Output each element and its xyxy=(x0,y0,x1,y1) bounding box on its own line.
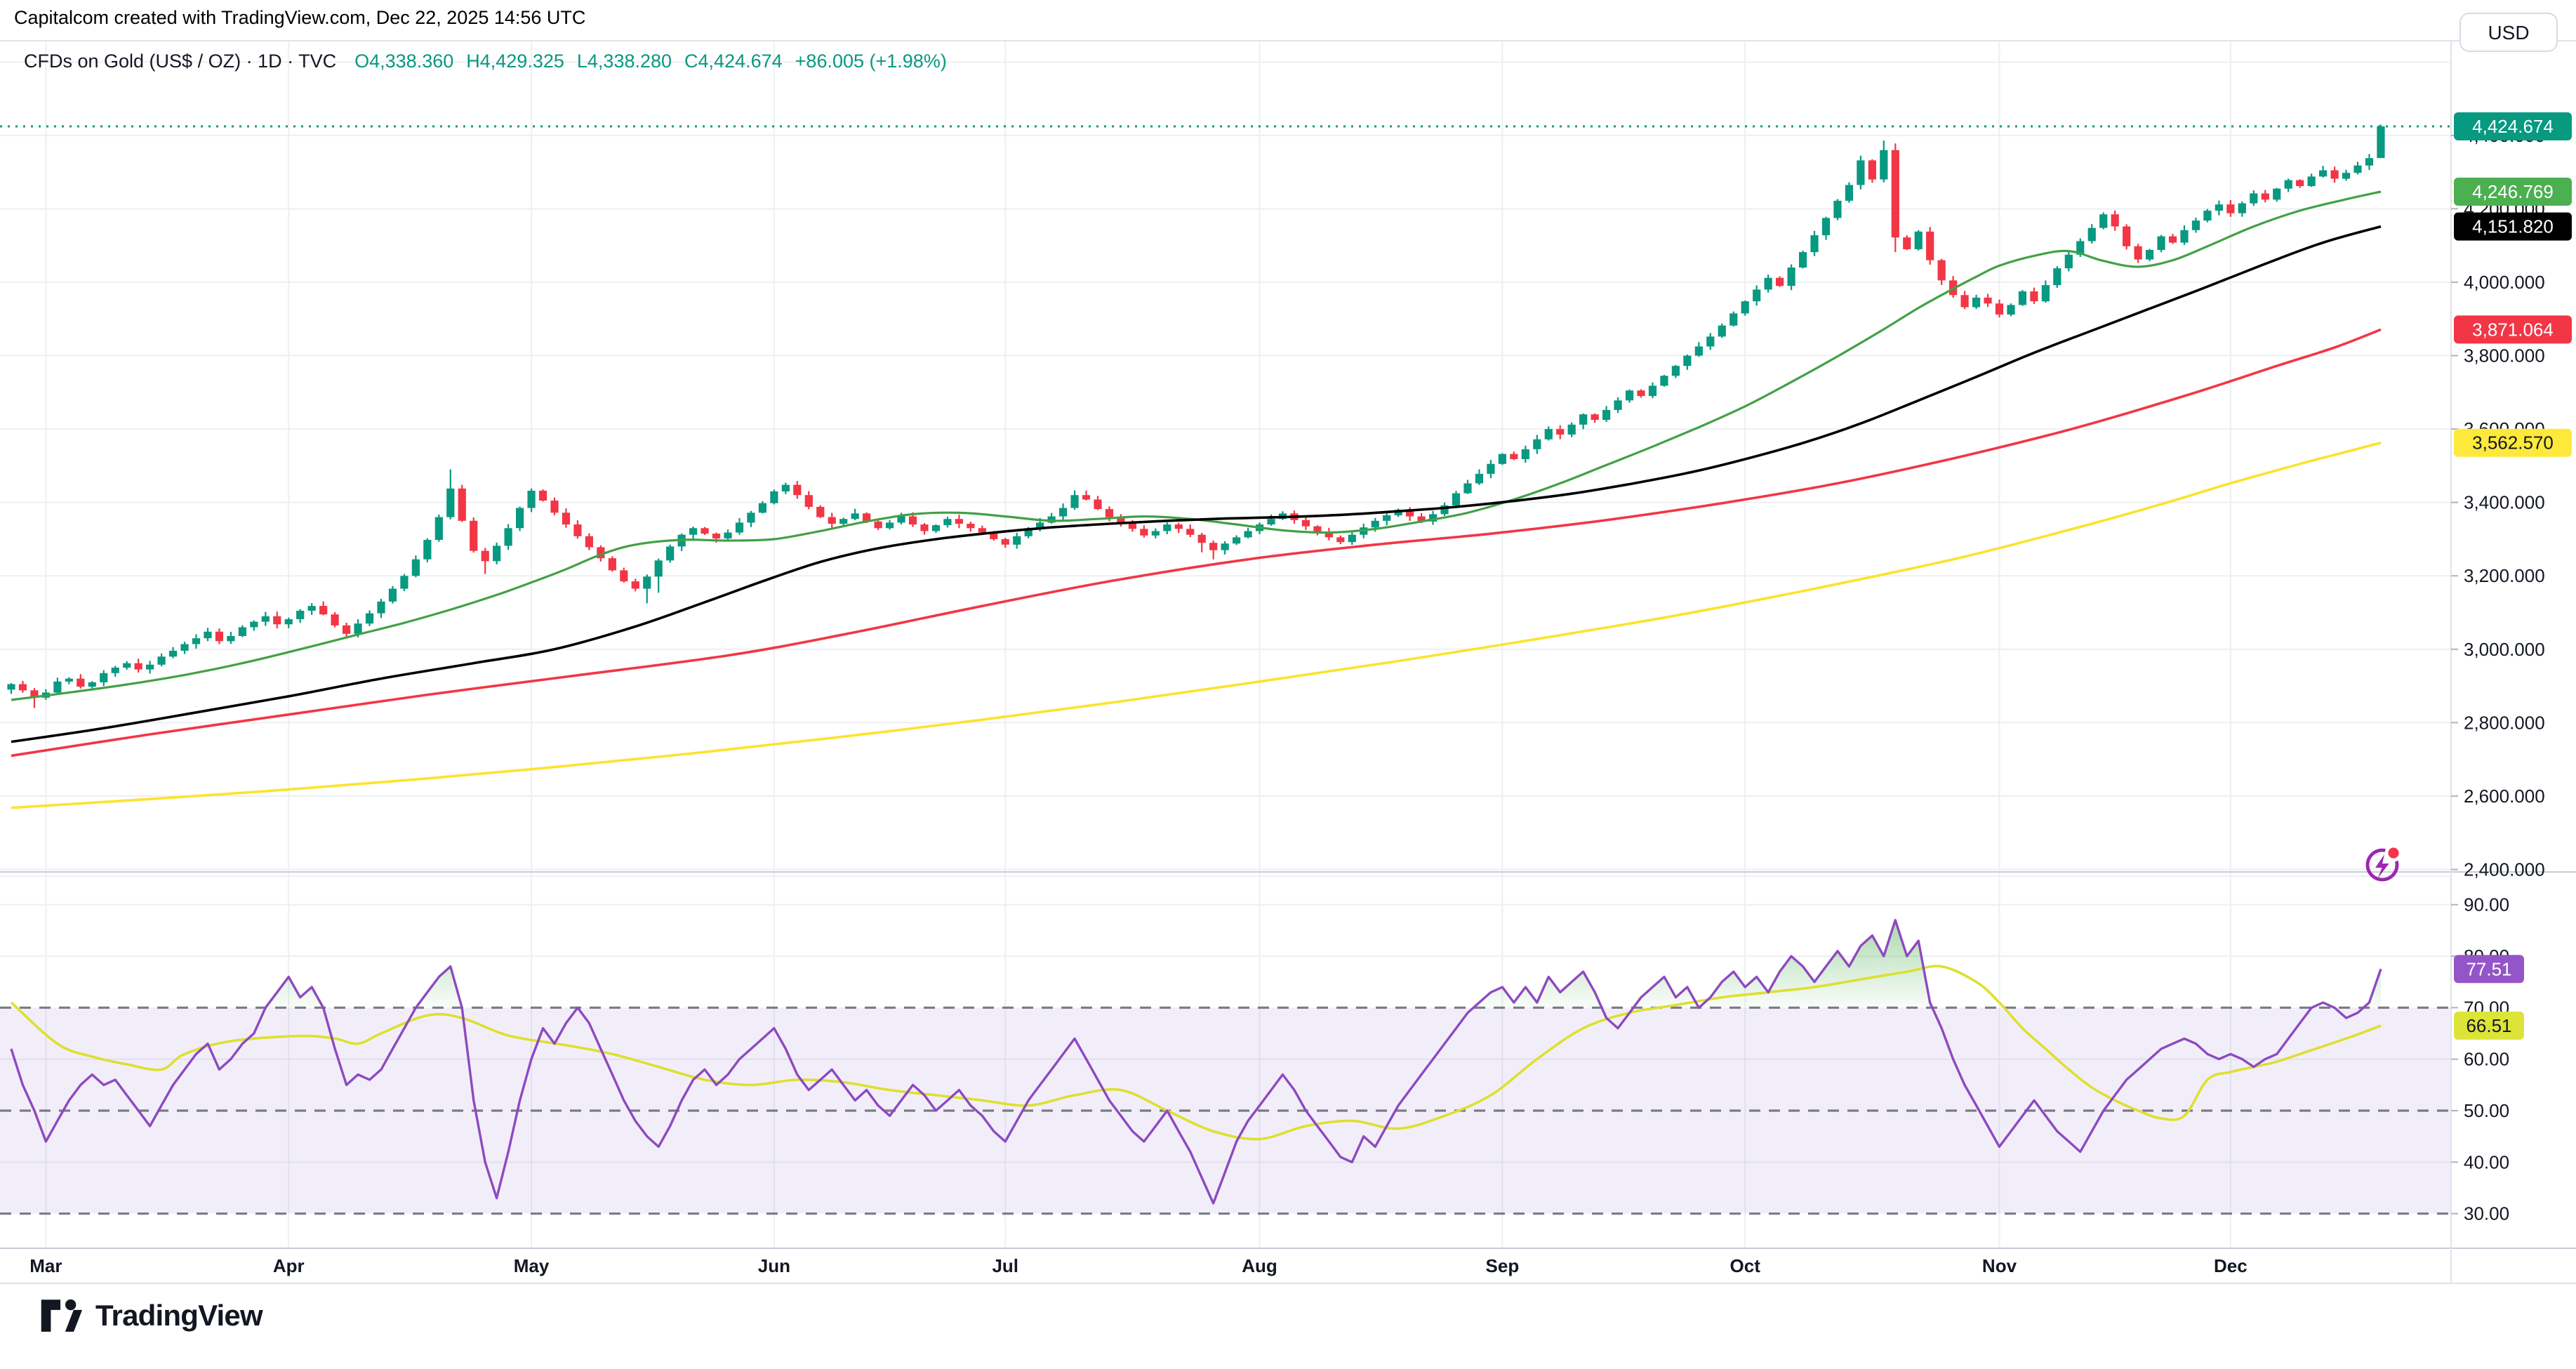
price-badge xyxy=(2454,212,2572,241)
ohlc-low: L4,338.280 xyxy=(576,51,672,72)
price-badge xyxy=(2454,315,2572,344)
time-axis-label: Nov xyxy=(1982,1255,2017,1276)
price-axis-label: 3,800.000 xyxy=(2464,345,2545,366)
svg-text:4,424.674: 4,424.674 xyxy=(2472,116,2554,137)
symbol-legend[interactable]: CFDs on Gold (US$ / OZ) · 1D · TVC O4,33… xyxy=(24,51,947,72)
time-axis-label: Oct xyxy=(1730,1255,1761,1276)
svg-text:4,151.820: 4,151.820 xyxy=(2472,216,2554,237)
price-axis-label: 3,400.000 xyxy=(2464,492,2545,513)
symbol-title[interactable]: CFDs on Gold (US$ / OZ) · 1D · TVC xyxy=(24,51,337,72)
svg-text:3,562.570: 3,562.570 xyxy=(2472,432,2554,454)
creator-credit: Capitalcom created with TradingView.com,… xyxy=(14,7,586,28)
time-axis-label: Jun xyxy=(758,1255,790,1276)
tradingview-brand-text: TradingView xyxy=(95,1299,263,1332)
candlestick-series xyxy=(7,124,2385,708)
rsi-badge xyxy=(2454,955,2524,984)
rsi-axis-label: 90.00 xyxy=(2464,894,2509,915)
time-axis-label: May xyxy=(514,1255,550,1276)
pane-borders xyxy=(0,40,2576,1284)
ma-red-line xyxy=(11,328,2382,758)
rsi-axis-label: 50.00 xyxy=(2464,1100,2509,1121)
lightning-icon[interactable] xyxy=(2365,844,2403,882)
rsi-ma-line xyxy=(10,965,2382,1141)
price-badge xyxy=(2454,112,2572,140)
price-axis-label: 4,000.000 xyxy=(2464,272,2545,293)
rsi-badge xyxy=(2454,1011,2524,1040)
moving-average-lines xyxy=(11,190,2382,809)
tradingview-logo-icon xyxy=(41,1299,83,1332)
ma-black-line xyxy=(11,225,2382,743)
ohlc-open: O4,338.360 xyxy=(354,51,454,72)
svg-text:77.51: 77.51 xyxy=(2466,958,2511,979)
price-axis[interactable]: 4,400.0004,200.0004,000.0003,800.0003,60… xyxy=(2451,125,2545,1224)
ohlc-high: H4,429.325 xyxy=(466,51,564,72)
time-axis-label: Apr xyxy=(273,1255,305,1276)
rsi-axis-label: 40.00 xyxy=(2464,1151,2509,1172)
price-axis-label: 2,400.000 xyxy=(2464,859,2545,880)
change-value: +86.005 (+1.98%) xyxy=(795,51,947,72)
price-axis-label: 3,200.000 xyxy=(2464,565,2545,586)
ma-green-line xyxy=(11,190,2382,701)
time-axis-label: Mar xyxy=(29,1255,62,1276)
price-badge xyxy=(2454,428,2572,457)
ma-yellow-line xyxy=(11,441,2382,809)
price-axis-label: 2,800.000 xyxy=(2464,712,2545,733)
time-axis-label: Dec xyxy=(2214,1255,2248,1276)
rsi-pane xyxy=(0,918,2451,1215)
price-axis-label: 3,000.000 xyxy=(2464,639,2545,660)
svg-text:4,246.769: 4,246.769 xyxy=(2472,181,2554,202)
time-axis-label: Sep xyxy=(1486,1255,1520,1276)
rsi-axis-label: 30.00 xyxy=(2464,1203,2509,1224)
rsi-line xyxy=(10,918,2382,1205)
svg-text:66.51: 66.51 xyxy=(2466,1015,2511,1036)
price-axis-label: 2,600.000 xyxy=(2464,786,2545,807)
tradingview-footer[interactable]: TradingView xyxy=(39,1297,263,1335)
time-axis-label: Aug xyxy=(1242,1255,1277,1276)
rsi-axis-label: 60.00 xyxy=(2464,1049,2509,1070)
currency-toggle-button[interactable]: USD xyxy=(2459,13,2558,52)
price-axis-badges: 4,424.674 4,246.769 4,151.820 3,871.064 3,56… xyxy=(2454,112,2572,1040)
price-badge xyxy=(2454,177,2572,206)
time-axis[interactable]: Mar Apr May Jun Jul Aug Sep Oct Nov Dec xyxy=(29,1255,2247,1276)
ohlc-close: C4,424.674 xyxy=(684,51,783,72)
grid-lines xyxy=(0,41,2451,1248)
time-axis-label: Jul xyxy=(992,1255,1018,1276)
svg-text:3,871.064: 3,871.064 xyxy=(2472,319,2554,340)
